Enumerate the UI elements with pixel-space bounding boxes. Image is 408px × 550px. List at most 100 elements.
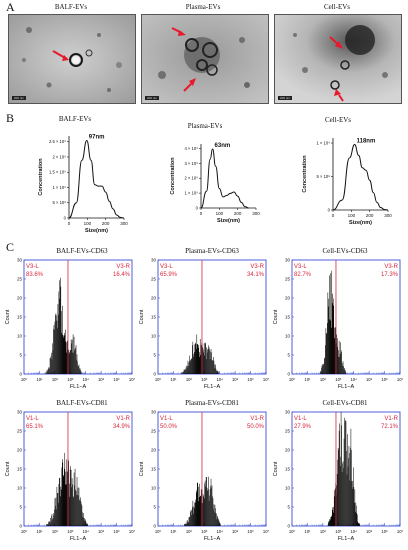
x-tick-label: 0 [200,211,203,216]
y-tick-label: 1 × 10⁹ [52,185,66,190]
y-tick-label: 25 [17,277,23,282]
y-tick-label: 0 [196,206,199,211]
y-tick-label: 15 [151,315,157,320]
x-tick-label: 10⁰ [21,377,28,382]
y-tick-label: 20 [151,448,157,453]
y-tick-label: 10 [285,486,291,491]
x-tick-label: 10³ [201,377,208,382]
histogram-plasma-cd81: 0 5 10 15 20 25 30 10⁰ 10¹ 10² 10³ 10⁴ 10⁵ 10⁶ 10⁷ FL1−… [139,410,270,543]
y-tick-label: 10 [151,486,157,491]
x-tick-label: 10² [52,377,59,382]
micrograph-title: Plasma-EVs [185,3,221,11]
gate-right-label: V3-R [250,264,264,270]
y-tick-label: 10 [17,486,23,491]
x-tick-label: 10⁶ [113,377,120,382]
x-tick-label: 10⁷ [397,529,404,534]
y-tick-label: 0 [328,208,331,213]
x-axis-label: FL1−A [204,384,221,390]
x-axis-label: FL1−A [70,536,87,542]
y-tick-label: 1 × 10⁹ [316,141,330,146]
x-tick-label: 10³ [335,529,342,534]
x-tick-label: 10⁶ [247,529,254,534]
arrow-icon [183,82,193,92]
x-tick-label: 10⁰ [21,529,28,534]
histogram-title: Plasma-EVs-CD81 [185,399,239,407]
size-distribution-line [332,143,389,211]
chart-title: BALF-EVs [58,115,92,123]
y-tick-label: 20 [285,448,291,453]
x-tick-label: 10² [186,377,193,382]
x-axis-label: FL1−A [70,384,87,390]
arrow-icon [338,94,344,102]
y-tick-label: 15 [17,467,23,472]
x-axis-label: Size(nm) [349,220,372,226]
x-axis-label: Size(nm) [217,218,240,224]
y-tick-label: 10 [151,334,157,339]
chart-title: Plasma-EVs [187,122,223,130]
y-tick-label: 30 [151,258,157,263]
y-tick-label: 2.5 × 10⁹ [49,139,66,144]
y-tick-label: 25 [285,277,291,282]
x-tick-label: 200 [102,221,110,226]
x-tick-label: 10⁵ [232,529,239,534]
histogram-cell-cd81: 0 5 10 15 20 25 30 10⁰ 10¹ 10² 10³ 10⁴ 10⁵ 10⁶ 10⁷ FL1−… [273,410,404,543]
x-tick-label: 10⁴ [216,377,223,382]
gate-left-label: V3-L [160,264,173,270]
y-tick-label: 3 × 10⁹ [184,161,198,166]
y-tick-label: 20 [17,448,23,453]
histogram-title: Cell-EVs-CD63 [322,247,368,255]
y-tick-label: 15 [17,315,23,320]
x-tick-label: 10³ [201,529,208,534]
x-tick-label: 10² [52,529,59,534]
y-tick-label: 1 × 10⁹ [184,191,198,196]
y-tick-label: 4 × 10⁹ [184,146,198,151]
x-tick-label: 10⁰ [155,529,162,534]
x-tick-label: 10⁶ [247,377,254,382]
x-tick-label: 0 [68,221,71,226]
gate-right-percent: 72.1% [381,424,399,430]
gate-left-label: V3-L [26,264,39,270]
y-tick-label: 25 [151,429,157,434]
x-tick-label: 10⁴ [82,377,89,382]
x-tick-label: 10⁷ [397,377,404,382]
x-tick-label: 10⁴ [82,529,89,534]
x-tick-label: 10¹ [170,377,177,382]
y-tick-label: 0 [19,372,22,377]
y-tick-label: 20 [17,296,23,301]
x-tick-label: 200 [234,211,242,216]
gate-left-label: V1-L [160,416,173,422]
arrow-head-icon [62,55,69,61]
tem-micrograph-balf: 200 nm [8,14,136,104]
peak-label: 63nm [215,143,231,149]
size-distribution-line [68,140,125,219]
gate-left-label: V1-L [26,416,39,422]
x-tick-label: 10⁵ [232,377,239,382]
micrograph-title: BALF-EVs [54,3,88,11]
gate-left-percent: 82.7% [294,272,312,278]
x-tick-label: 10⁵ [98,377,105,382]
histogram-title: BALF-EVs-CD81 [56,399,108,407]
y-tick-label: 15 [285,315,291,320]
histogram-cell-cd63: 0 5 10 15 20 25 30 10⁰ 10¹ 10² 10³ 10⁴ 10⁵ 10⁶ 10⁷ FL1−… [273,258,404,391]
y-tick-label: 5 [153,353,156,358]
histogram-balf-cd63: 0 5 10 15 20 25 30 10⁰ 10¹ 10² 10³ 10⁴ 10⁵ 10⁶ 10⁷ FL1−… [5,258,136,391]
gate-left-percent: 65.9% [160,272,178,278]
scale-bar: 200 nm [145,96,160,100]
x-tick-label: 10² [320,377,327,382]
y-tick-label: 0 [287,524,290,529]
y-axis-label: Count [139,461,145,476]
y-tick-label: 15 [151,467,157,472]
gate-left-label: V3-L [294,264,307,270]
scale-bar: 200 nm [278,96,293,100]
gate-left-percent: 65.1% [26,424,44,430]
x-axis-label: Size(nm) [85,228,108,234]
x-axis-label: FL1−A [338,536,355,542]
x-tick-label: 100 [216,211,224,216]
x-tick-label: 10¹ [304,529,311,534]
panel-label-b: B [6,111,15,125]
gate-right-label: V1-R [384,416,398,422]
gate-left-percent: 50.0% [160,424,178,430]
x-tick-label: 0 [332,213,335,218]
x-tick-label: 10⁷ [129,529,136,534]
y-tick-label: 5 [287,505,290,510]
